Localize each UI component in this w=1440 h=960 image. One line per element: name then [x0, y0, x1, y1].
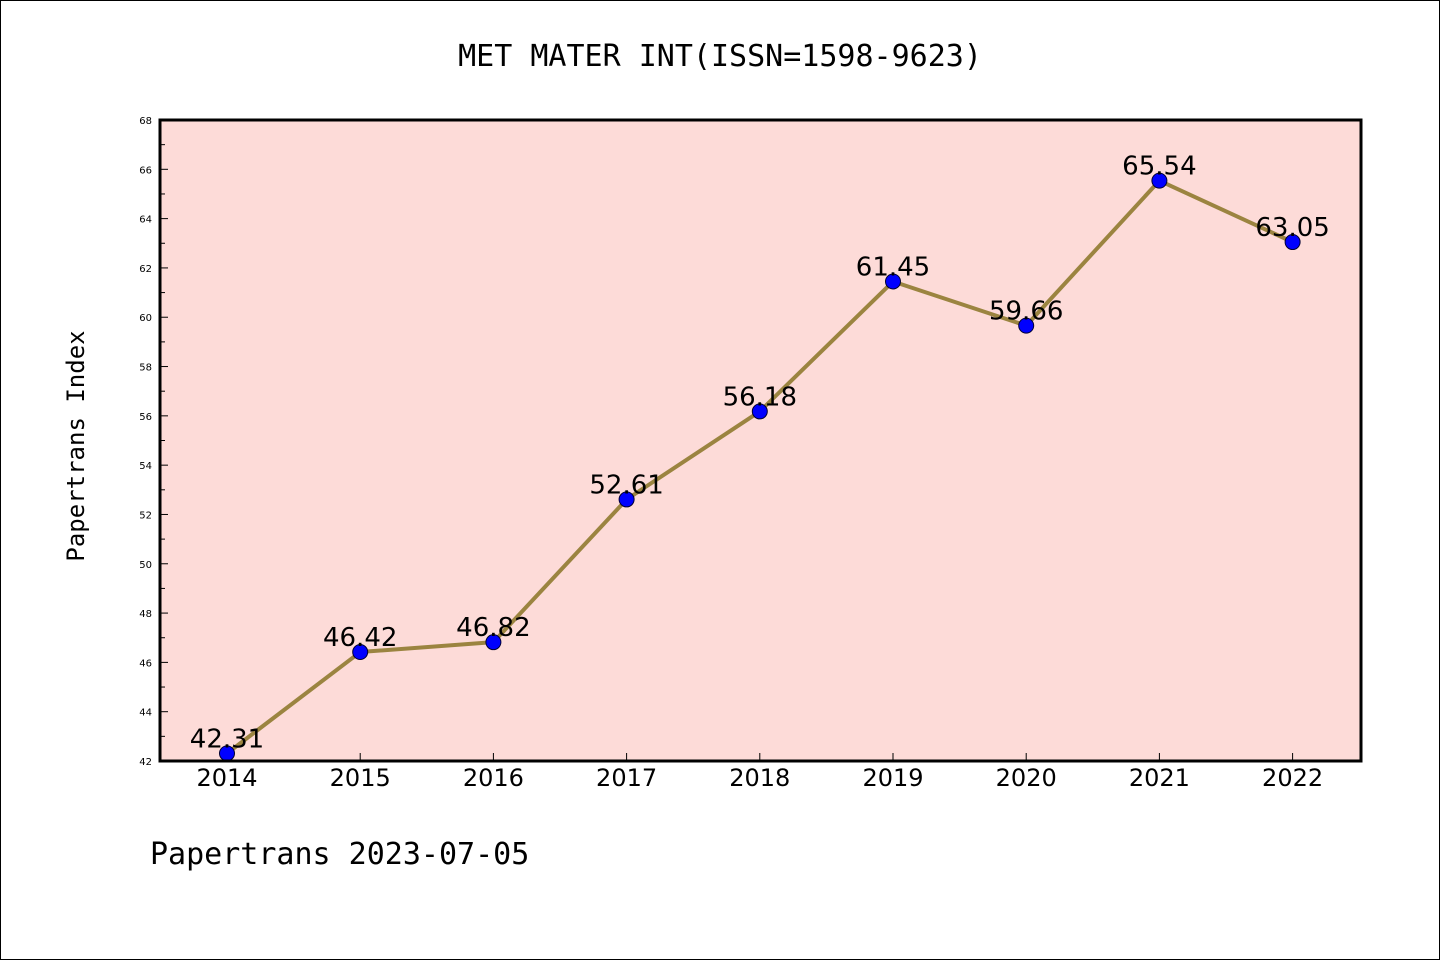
y-tick-label: 50	[139, 560, 152, 571]
y-tick-label: 60	[139, 313, 152, 324]
x-tick-label: 2021	[1129, 764, 1190, 792]
y-tick-label: 56	[139, 412, 152, 423]
data-point	[485, 634, 502, 651]
data-label: 63.05	[1255, 213, 1329, 243]
y-tick-label: 68	[139, 116, 152, 127]
y-tick-label: 52	[139, 510, 152, 521]
x-tick-label: 2014	[196, 764, 257, 792]
x-axis: 2014 2015 2016 2017 2018 2019 2020 2021 2022	[196, 753, 1323, 792]
y-tick-label: 44	[139, 708, 152, 719]
data-label: 52.61	[589, 470, 663, 500]
data-label: 56.18	[723, 382, 797, 412]
chart-title: MET MATER INT(ISSN=1598-9623)	[458, 39, 982, 74]
footer-date: Papertrans 2023-07-05	[150, 837, 529, 872]
data-label: 61.45	[856, 252, 930, 282]
x-tick-label: 2018	[729, 764, 790, 792]
x-tick-label: 2022	[1262, 764, 1323, 792]
data-label: 46.82	[456, 613, 530, 643]
x-tick-label: 2019	[862, 764, 923, 792]
data-point	[618, 491, 635, 508]
y-tick-label: 66	[139, 165, 152, 176]
y-tick-label: 42	[139, 757, 152, 768]
y-tick-label: 46	[139, 658, 152, 669]
data-label: 59.66	[989, 297, 1063, 327]
x-tick-label: 2015	[330, 764, 391, 792]
y-axis-label: Papertrans Index	[62, 330, 90, 561]
data-point	[1284, 234, 1301, 251]
data-label: 46.42	[323, 623, 397, 653]
data-point	[1151, 172, 1168, 189]
series-line-group	[219, 172, 1301, 762]
x-tick-label: 2017	[596, 764, 657, 792]
data-labels: 42.31 46.42 46.82 52.61 56.18 61.45 59.66 65.54…	[190, 152, 1330, 755]
plot-border	[158, 118, 1363, 763]
x-tick-label: 2020	[996, 764, 1057, 792]
data-label: 65.54	[1122, 152, 1196, 182]
y-tick-label: 64	[139, 215, 152, 226]
y-tick-label: 62	[139, 264, 152, 275]
data-point	[751, 403, 768, 420]
data-point	[885, 273, 901, 290]
x-tick-label: 2016	[463, 764, 524, 792]
data-point	[352, 644, 369, 661]
data-point	[1018, 317, 1035, 334]
y-tick-label: 48	[139, 609, 152, 620]
data-label: 42.31	[190, 724, 264, 754]
y-tick-label: 54	[139, 461, 152, 472]
y-tick-label: 58	[139, 363, 152, 374]
